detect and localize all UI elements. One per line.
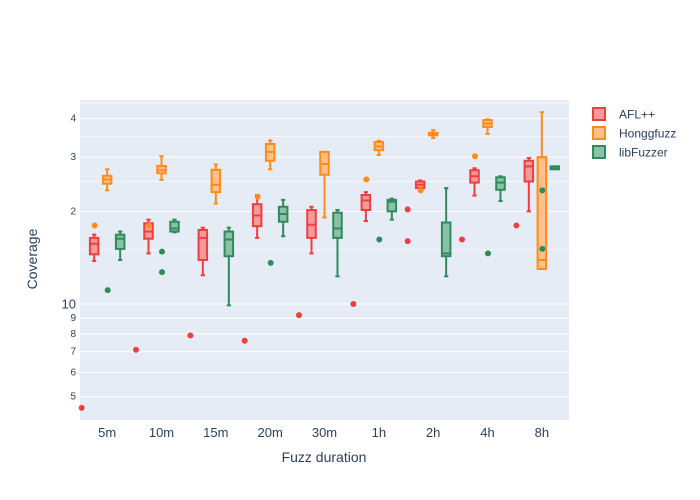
box-body xyxy=(523,159,535,183)
outlier-point xyxy=(159,248,165,255)
box-afl-30m xyxy=(296,205,317,319)
box-afl-5m xyxy=(78,233,100,411)
outlier-point xyxy=(241,337,248,344)
box-honggfuzz-20m xyxy=(254,139,276,200)
box-body xyxy=(197,228,209,261)
outlier-point xyxy=(417,187,424,194)
box-afl-4h xyxy=(459,167,480,243)
legend-swatch xyxy=(592,126,606,140)
legend-swatch xyxy=(592,145,606,159)
outlier-point xyxy=(376,236,383,243)
legend-swatch xyxy=(592,107,606,121)
outlier-point xyxy=(104,287,111,294)
box-body xyxy=(386,198,398,213)
outlier-point xyxy=(159,269,165,276)
box-honggfuzz-10m xyxy=(146,155,167,229)
box-honggfuzz-1h xyxy=(363,139,385,183)
outlier-point xyxy=(146,222,152,229)
y-axis-ticks: 5 6 7 8 910 2 3 4 xyxy=(62,114,77,403)
box-honggfuzz-2h xyxy=(417,129,439,194)
box-body xyxy=(440,221,452,258)
box-body xyxy=(88,236,100,256)
legend-label: AFL++ xyxy=(619,108,655,122)
y-tick-label: 8 xyxy=(70,329,76,340)
outlier-point xyxy=(350,301,357,308)
x-tick-label: 30m xyxy=(312,425,337,440)
outlier-point xyxy=(404,206,411,213)
x-tick-label: 1h xyxy=(372,425,386,440)
outlier-point xyxy=(267,259,274,266)
box-honggfuzz-30m xyxy=(319,150,330,219)
legend-item-libfuzzer: libFuzzer xyxy=(592,145,668,160)
box-honggfuzz-15m xyxy=(210,163,222,205)
y-tick-label: 10 xyxy=(62,297,76,312)
box-afl-8h xyxy=(513,157,535,229)
outlier-point xyxy=(363,176,370,183)
boxes xyxy=(78,111,561,411)
box-afl-1h xyxy=(350,191,372,308)
box-body xyxy=(210,168,222,194)
y-tick-label: 3 xyxy=(70,152,76,163)
box-libfuzzer-15m xyxy=(223,226,235,307)
outlier-point xyxy=(133,346,139,353)
legend-item-afl: AFL++ xyxy=(592,107,655,122)
x-tick-label: 4h xyxy=(480,425,494,440)
box-libfuzzer-5m xyxy=(104,230,126,294)
box-body xyxy=(360,194,372,212)
legend: AFL++ Honggfuzz libFuzzer xyxy=(592,107,676,160)
x-axis-ticks: 5m 10m 15m 20m 30m 1h 2h 4h 8h xyxy=(98,425,549,440)
legend-label: libFuzzer xyxy=(619,146,668,160)
outlier-point xyxy=(485,250,491,257)
outlier-point xyxy=(539,245,546,252)
box-libfuzzer-30m xyxy=(332,209,343,278)
legend-item-honggfuzz: Honggfuzz xyxy=(592,126,676,141)
box-libfuzzer-1h xyxy=(376,197,398,243)
box-honggfuzz-8h xyxy=(536,111,548,270)
x-tick-label: 10m xyxy=(149,425,174,440)
y-tick-label: 5 xyxy=(70,392,76,403)
y-tick-label: 7 xyxy=(70,347,76,358)
outlier-point xyxy=(513,222,520,229)
box-afl-15m xyxy=(187,226,209,339)
x-tick-label: 20m xyxy=(258,425,283,440)
outlier-point xyxy=(459,236,465,243)
box-libfuzzer-4h xyxy=(485,175,506,257)
x-tick-label: 15m xyxy=(203,425,228,440)
box-libfuzzer-8h xyxy=(539,165,561,252)
outlier-point xyxy=(187,332,194,339)
box-body xyxy=(169,220,180,233)
outlier-point xyxy=(254,193,261,200)
outlier-point xyxy=(296,312,302,319)
box-libfuzzer-2h xyxy=(440,187,452,278)
y-tick-label: 6 xyxy=(70,367,76,378)
outlier-point xyxy=(539,187,546,194)
box-body xyxy=(332,211,343,239)
y-tick-label: 4 xyxy=(70,114,76,125)
y-axis-title: Coverage xyxy=(24,228,40,289)
box-body xyxy=(536,156,548,270)
x-tick-label: 2h xyxy=(426,425,440,440)
y-tick-label: 2 xyxy=(70,206,76,217)
outlier-point xyxy=(91,222,98,229)
outlier-point xyxy=(472,153,478,160)
box-honggfuzz-5m xyxy=(91,168,113,229)
outlier-point xyxy=(404,238,411,245)
box-honggfuzz-4h xyxy=(472,118,493,160)
box-libfuzzer-10m xyxy=(159,218,180,276)
y-tick-label: 9 xyxy=(70,313,76,324)
x-tick-label: 8h xyxy=(535,425,549,440)
box-libfuzzer-20m xyxy=(267,198,289,266)
box-body xyxy=(114,233,126,250)
x-axis-title: Fuzz duration xyxy=(282,449,367,465)
x-tick-label: 5m xyxy=(98,425,116,440)
legend-label: Honggfuzz xyxy=(619,127,676,141)
outlier-point xyxy=(78,404,85,411)
box-body xyxy=(223,230,235,258)
